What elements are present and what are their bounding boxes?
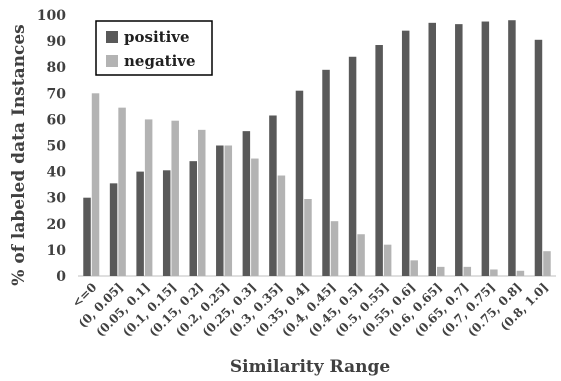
bar-positive	[375, 45, 383, 276]
bar-negative	[490, 269, 498, 276]
bar-positive	[508, 20, 516, 276]
bar-negative	[171, 120, 179, 276]
bar-positive	[83, 197, 91, 276]
bar-positive	[401, 30, 410, 276]
bar-positive	[534, 39, 543, 276]
bar-negative	[224, 145, 233, 276]
bar-positive	[216, 145, 224, 276]
bar-positive	[481, 21, 490, 277]
bar-negative	[118, 107, 126, 276]
bar-negative	[251, 158, 259, 276]
bar-positive	[162, 170, 171, 276]
bar-negative	[91, 93, 100, 276]
legend-swatch-positive	[106, 31, 118, 43]
bar-positive	[242, 131, 251, 276]
legend-label-negative: negative	[124, 52, 196, 70]
y-tick-label: 80	[47, 60, 67, 76]
bar-negative	[330, 221, 339, 276]
y-tick-label: 30	[47, 191, 67, 207]
bar-negative	[543, 251, 551, 276]
x-axis-title: Similarity Range	[230, 357, 390, 376]
x-axis: <=0(0, 0.05](0.05, 0.1](0.1, 0.15](0.15,…	[69, 275, 556, 339]
y-tick-label: 70	[47, 86, 67, 102]
bars	[83, 20, 551, 277]
y-tick-label: 50	[47, 139, 67, 155]
bar-negative	[516, 270, 525, 276]
legend-swatch-negative	[106, 55, 118, 67]
bar-positive	[189, 161, 197, 276]
bar-positive	[269, 115, 277, 276]
bar-positive	[109, 183, 118, 276]
bar-positive	[428, 22, 436, 276]
bar-negative	[144, 119, 153, 277]
y-axis-title: % of labeled data Instances	[9, 24, 29, 285]
bar-positive	[322, 69, 330, 276]
bar-negative	[198, 129, 206, 276]
bar-positive	[455, 24, 463, 277]
bar-positive	[136, 171, 144, 276]
y-axis: 0 10 20 30 40 50 60 70 80 90 100	[37, 8, 66, 285]
y-tick-label: 40	[47, 165, 67, 181]
bar-negative	[463, 266, 472, 276]
y-tick-label: 10	[47, 243, 67, 259]
y-tick-label: 60	[47, 112, 67, 128]
y-tick-label: 0	[56, 269, 66, 285]
legend: positive negative	[95, 20, 213, 76]
bar-positive	[295, 90, 304, 276]
bar-negative	[410, 260, 418, 276]
bar-negative	[383, 244, 392, 276]
bar-negative	[277, 175, 286, 276]
y-tick-label: 20	[47, 217, 67, 233]
bar-negative	[304, 199, 312, 276]
y-tick-label: 90	[47, 34, 67, 50]
bar-negative	[437, 266, 445, 276]
bar-positive	[348, 56, 357, 277]
bar-negative	[357, 234, 365, 276]
legend-label-positive: positive	[124, 28, 190, 46]
y-tick-label: 100	[37, 8, 66, 24]
